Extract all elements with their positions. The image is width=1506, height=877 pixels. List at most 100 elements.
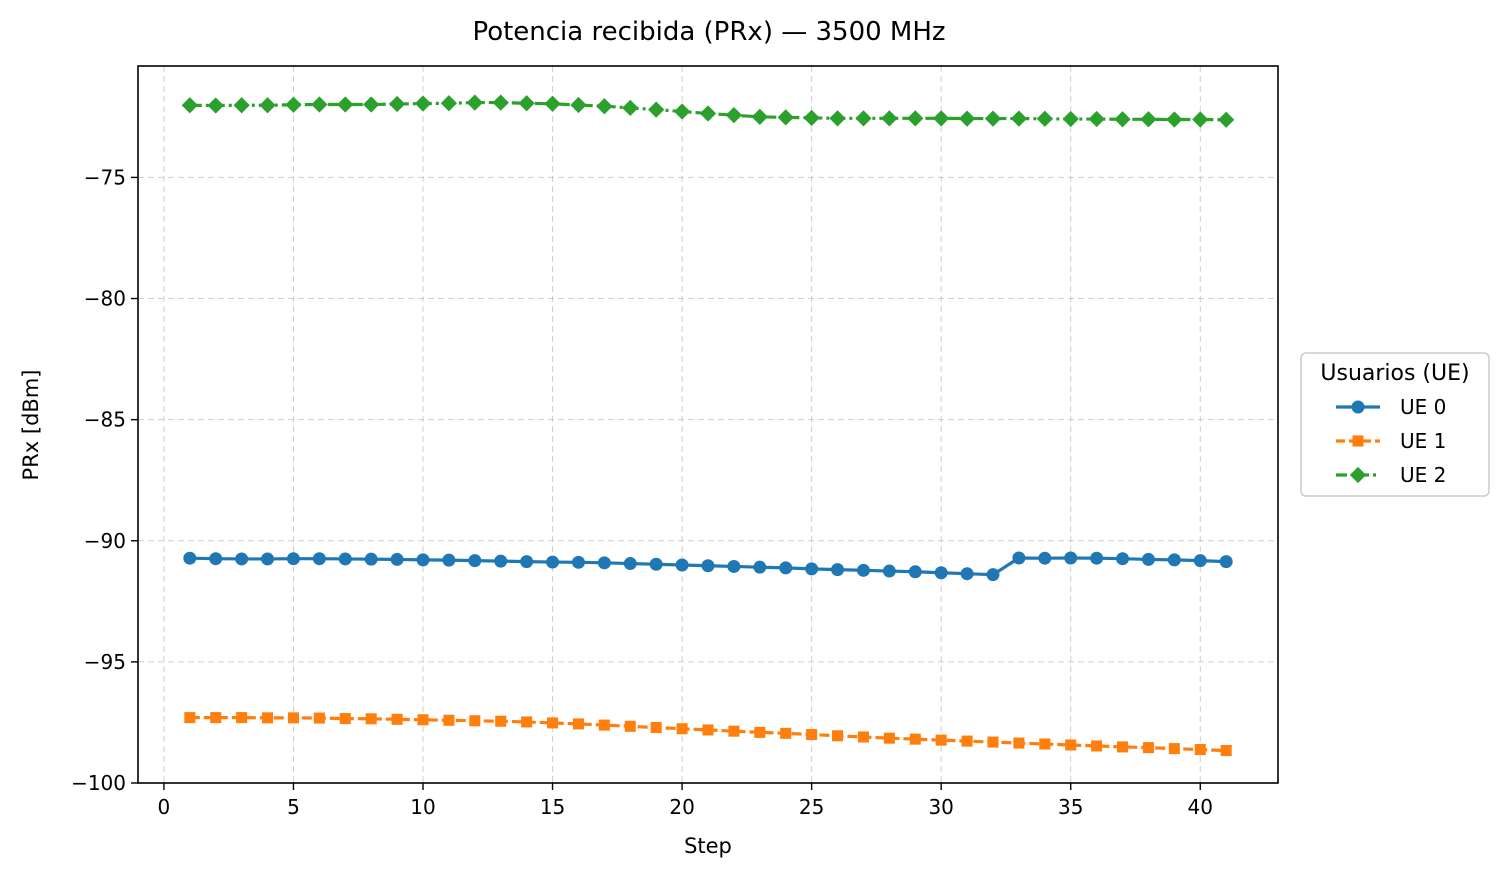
data-point [701,559,715,573]
data-point [1114,111,1131,128]
data-point [287,712,299,724]
data-point [934,566,948,580]
data-point [388,95,406,113]
data-point [622,99,639,117]
data-point [1220,745,1232,757]
data-point [1349,466,1367,484]
data-point [442,553,456,567]
y-axis: −100 −95 −90 −85 −80 −75 [71,165,138,795]
data-point [883,732,895,744]
series-ue-1 [184,712,1232,757]
data-point [259,97,276,114]
data-point [469,715,481,727]
data-point [699,105,717,122]
data-point [933,110,950,127]
data-point [390,552,404,566]
data-point [803,109,820,126]
x-tick-label: 15 [540,795,565,819]
data-point [285,96,302,113]
legend-entry: UE 0 [1336,395,1446,419]
data-point [570,96,587,114]
data-point [1352,435,1364,447]
data-point [1351,400,1365,414]
data-point [751,108,768,125]
data-point [466,94,483,111]
data-point [236,712,248,724]
y-axis-title: PRx [dBm] [19,370,43,481]
data-point [779,561,793,575]
legend-label: UE 0 [1400,395,1446,419]
data-point [882,564,896,578]
data-point [363,96,380,113]
x-tick-label: 5 [287,795,300,819]
data-point [676,723,688,735]
legend-entry: UE 1 [1336,429,1446,453]
data-point [209,552,223,566]
data-point [960,567,974,581]
data-point [1219,555,1233,569]
data-point [596,98,613,115]
data-point [855,110,872,127]
data-point [312,552,326,566]
data-point [1140,111,1157,128]
legend-box [1300,352,1490,497]
x-tick-label: 35 [1058,795,1083,819]
data-point [210,712,222,724]
data-point [908,565,922,579]
x-tick-label: 30 [928,795,953,819]
data-point [311,96,328,113]
data-point [727,559,741,573]
data-point [468,554,482,568]
data-point [443,714,455,726]
data-point [572,718,584,730]
data-point [1142,742,1154,754]
data-point [829,110,846,127]
data-point [675,558,689,572]
legend-title: Usuarios (UE) [1320,361,1469,386]
data-point [1038,551,1052,565]
data-point [414,95,432,112]
data-point [1116,552,1130,566]
data-point [1065,739,1077,751]
data-point [935,734,947,746]
data-point [518,95,535,112]
data-point [650,722,662,734]
data-point [286,552,300,566]
data-point [1141,552,1155,566]
data-point [520,555,534,569]
y-tick-label: −75 [84,165,126,189]
data-point [492,94,509,111]
series-ue-0 [183,551,1233,582]
data-point [521,716,533,728]
data-point [649,557,663,571]
data-point [262,712,274,724]
data-point [881,110,898,127]
data-point [313,712,325,724]
legend: Usuarios (UE) UE 0 UE 1 UE 2 [1300,352,1490,497]
chart-title: Potencia recibida (PRx) — 3500 MHz [472,17,945,47]
data-point [233,97,250,114]
legend-label: UE 2 [1400,463,1446,487]
data-point [235,552,249,566]
data-point [181,97,198,114]
data-point [1010,110,1028,127]
data-point [725,107,743,124]
data-point [648,101,665,118]
data-point [544,95,561,112]
data-point [183,551,197,565]
data-point [1192,111,1209,128]
data-point [1062,110,1079,128]
data-point [337,96,354,113]
data-point [494,554,508,568]
y-tick-label: −80 [84,287,126,311]
data-point [832,730,844,742]
series-line [189,100,1227,122]
data-point [1013,737,1025,749]
y-tick-label: −90 [84,529,126,553]
x-axis: 0 5 10 15 20 25 30 35 40 [158,783,1213,819]
series-ue-2 [181,94,1235,128]
x-tick-label: 25 [799,795,824,819]
data-point [958,110,976,127]
data-point [547,717,559,729]
data-point [598,719,610,731]
